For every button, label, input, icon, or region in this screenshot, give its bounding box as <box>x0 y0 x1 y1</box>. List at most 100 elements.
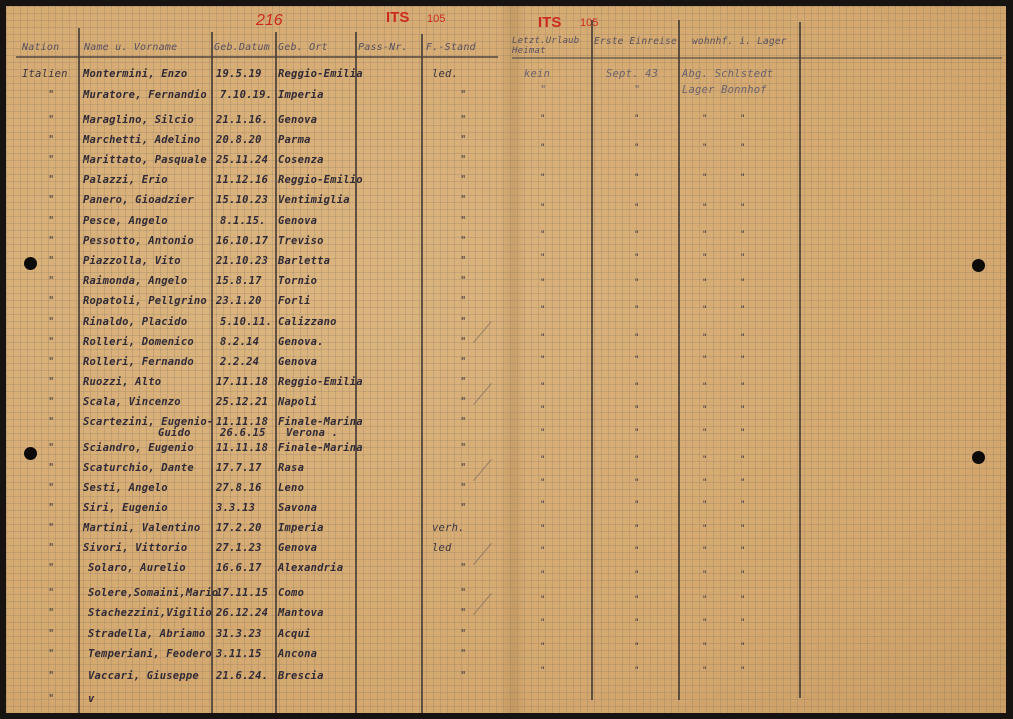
row-name: Ropatoli, Pellgrino <box>83 295 207 307</box>
header-geb-ort: Geb. Ort <box>278 42 328 53</box>
ditto-mark: " <box>740 570 746 580</box>
row-family-status: " <box>460 235 467 247</box>
row-family-status: " <box>460 255 467 267</box>
ditto-mark: " <box>740 642 746 652</box>
row-birth-place: Reggio-Emilia <box>278 376 363 388</box>
row-nation: " <box>48 215 55 227</box>
row-birth-date: 5.10.11. <box>220 316 273 328</box>
row-birth-date: 7.10.19. <box>220 89 273 101</box>
row-family-status: " <box>460 316 467 328</box>
row-birth-date: 26.12.24 <box>216 607 269 619</box>
first-row-urlaub: kein <box>524 68 551 80</box>
ditto-mark: " <box>740 355 746 365</box>
row-birth-place: Reggio-Emilio <box>278 174 363 186</box>
ditto-mark: " <box>702 305 708 315</box>
row-nation: " <box>48 376 55 388</box>
row-nation: " <box>48 522 55 534</box>
row-birth-place: Savona <box>278 502 318 514</box>
row-nation: " <box>48 235 55 247</box>
row-birth-place: Ventimiglia <box>278 194 350 206</box>
row-name: Scaturchio, Dante <box>83 462 194 474</box>
row-birth-date: 2.2.24 <box>220 356 260 368</box>
ditto-mark: " <box>634 546 640 556</box>
column-divider <box>275 32 277 713</box>
row-name: Stradella, Abriamo <box>88 628 206 640</box>
row-nation: " <box>48 542 55 554</box>
row-family-status: " <box>460 442 467 454</box>
row-name: Solere,Somaini,Mario <box>88 587 219 599</box>
ditto-mark: " <box>634 382 640 392</box>
ditto-mark: " <box>740 524 746 534</box>
header-geb-datum: Geb.Datum <box>214 42 270 53</box>
row-name: Siri, Eugenio <box>83 502 168 514</box>
row-birth-date: 27.1.23 <box>216 542 262 554</box>
header-erste-einreise: Erste Einreise <box>594 36 677 47</box>
ditto-mark: " <box>702 114 708 124</box>
row-birth-place: Ancona <box>278 648 318 660</box>
ditto-mark: " <box>634 333 640 343</box>
header-wohnhaft: wohnhf. i. Lager <box>692 36 787 47</box>
ditto-mark: " <box>634 143 640 153</box>
row-birth-place: Leno <box>278 482 305 494</box>
row-nation: " <box>48 416 55 428</box>
row-birth-place: Calizzano <box>278 316 337 328</box>
row-birth-date: 17.11.18 <box>216 376 269 388</box>
ditto-mark: " <box>740 428 746 438</box>
ditto-mark: " <box>540 173 546 183</box>
row-birth-date: 20.8.20 <box>216 134 262 146</box>
row-name: v <box>88 693 95 705</box>
ditto-mark: " <box>540 524 546 534</box>
row-nation: Italien <box>22 68 68 80</box>
ditto-mark: " <box>702 253 708 263</box>
row-birth-date: 15.8.17 <box>216 275 262 287</box>
row-name: Raimonda, Angelo <box>83 275 188 287</box>
ditto-mark: " <box>540 143 546 153</box>
ditto-mark: " <box>540 305 546 315</box>
header-rule-left <box>16 56 498 58</box>
ditto-mark: " <box>634 570 640 580</box>
row-birth-place: Treviso <box>278 235 324 247</box>
row-nation: " <box>48 336 55 348</box>
row-family-status: " <box>460 376 467 388</box>
row-nation: " <box>48 295 55 307</box>
ditto-mark: " <box>634 355 640 365</box>
row-name: Rinaldo, Placido <box>83 316 188 328</box>
column-divider <box>421 34 423 713</box>
ditto-mark: " <box>702 666 708 676</box>
row-nation: " <box>48 648 55 660</box>
ditto-mark: " <box>702 355 708 365</box>
ditto-mark: " <box>540 405 546 415</box>
ditto-mark: " <box>634 203 640 213</box>
column-divider <box>678 20 680 700</box>
ditto-mark: " <box>540 546 546 556</box>
ditto-mark: " <box>634 173 640 183</box>
ditto-mark: " <box>702 500 708 510</box>
ditto-mark: " <box>702 230 708 240</box>
row-nation: " <box>48 396 55 408</box>
row-birth-place: Genova <box>278 215 318 227</box>
row-family-status: " <box>460 215 467 227</box>
row-nation: " <box>48 607 55 619</box>
header-f-stand: F.-Stand <box>426 42 476 53</box>
row-name: Scala, Vincenzo <box>83 396 181 408</box>
column-divider <box>355 32 357 713</box>
row-birth-date: 3.3.13 <box>216 502 256 514</box>
ditto-mark: " <box>540 230 546 240</box>
row-family-status: verh. <box>432 522 465 534</box>
ditto-mark: " <box>540 618 546 628</box>
ditto-mark: " <box>540 253 546 263</box>
row-family-status: " <box>460 648 467 660</box>
row-family-status: " <box>460 587 467 599</box>
ditto-mark: " <box>540 114 546 124</box>
row-birth-place: Alexandria <box>278 562 344 574</box>
row-name: Sesti, Angelo <box>83 482 168 494</box>
row-nation: " <box>48 316 55 328</box>
row-name: Marittato, Pasquale <box>83 154 207 166</box>
row-birth-date: 8.2.14 <box>220 336 260 348</box>
row-birth-place: Genova <box>278 542 318 554</box>
row-nation: " <box>48 502 55 514</box>
row-family-status: " <box>460 562 467 574</box>
row-nation: " <box>48 562 55 574</box>
row-birth-date: 16.6.17 <box>216 562 262 574</box>
row-birth-place: Cosenza <box>278 154 324 166</box>
